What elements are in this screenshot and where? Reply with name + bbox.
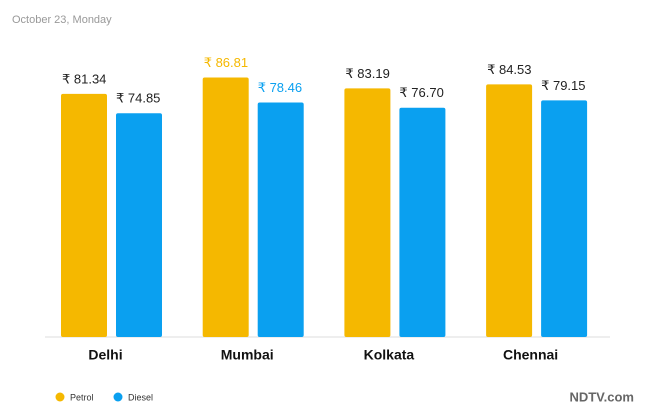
bar <box>202 77 249 338</box>
value-label: ₹ 79.15 <box>541 78 585 93</box>
bar <box>257 102 304 337</box>
x-tick-label: Delhi <box>88 347 122 363</box>
x-tick-label: Mumbai <box>221 347 274 363</box>
value-label: ₹ 76.70 <box>399 85 443 100</box>
legend-label: Petrol <box>70 392 94 402</box>
value-label: ₹ 78.46 <box>258 80 302 95</box>
bar <box>344 88 391 337</box>
value-label: ₹ 86.81 <box>204 55 248 70</box>
x-tick-label: Chennai <box>503 347 558 363</box>
legend-swatch <box>113 392 123 402</box>
bar <box>61 93 107 337</box>
value-label: ₹ 74.85 <box>116 91 160 106</box>
x-tick-label: Kolkata <box>364 347 415 363</box>
legend-swatch <box>55 392 65 402</box>
value-label: ₹ 84.53 <box>487 62 531 77</box>
chart-subtitle: October 23, Monday <box>12 14 112 26</box>
bar <box>541 100 588 337</box>
value-label: ₹ 83.19 <box>345 66 389 81</box>
legend-label: Diesel <box>128 392 153 402</box>
bar <box>486 84 533 338</box>
bar <box>116 113 162 337</box>
source-brand: NDTV.com <box>569 389 634 404</box>
value-label: ₹ 81.34 <box>62 71 106 86</box>
bar <box>399 107 446 337</box>
